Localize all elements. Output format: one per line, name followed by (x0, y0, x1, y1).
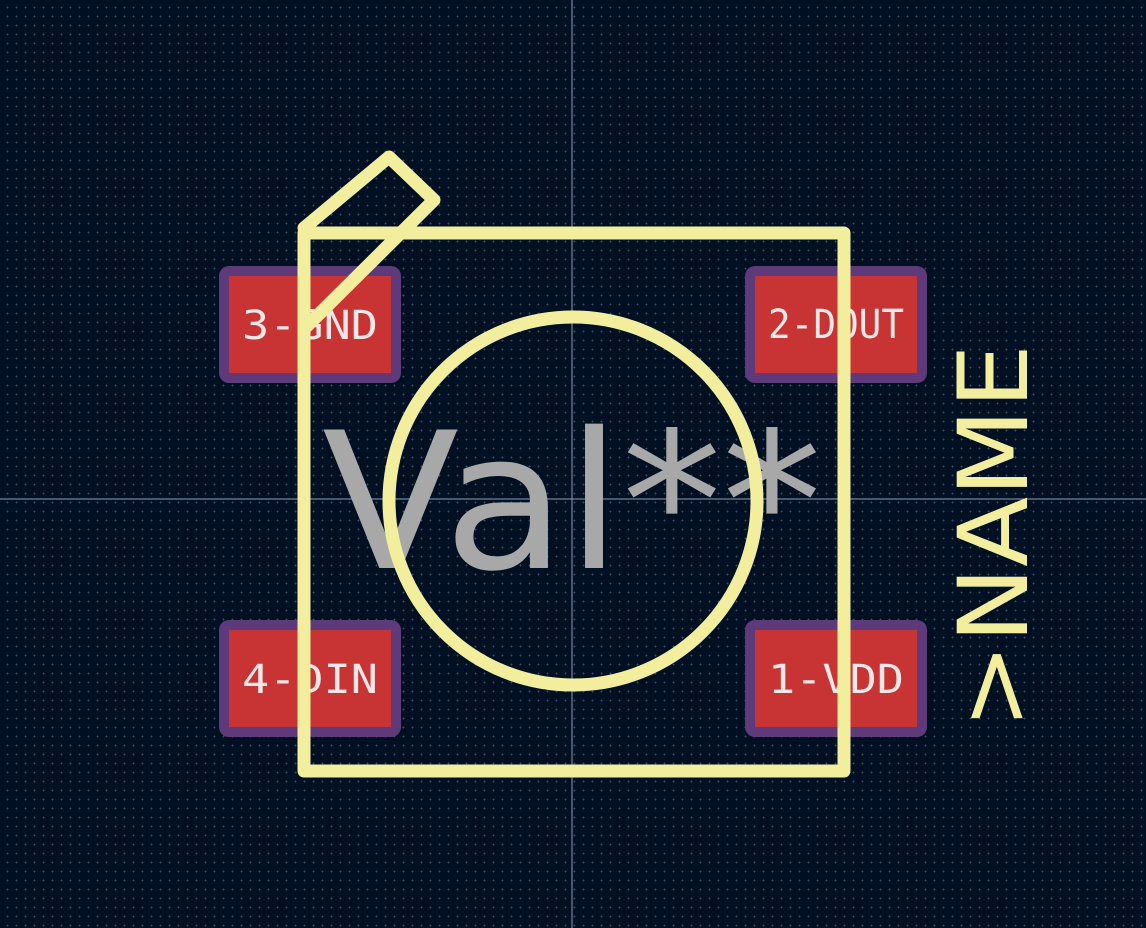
pad-label: 1-VDD (768, 657, 904, 703)
pad-1[interactable]: 1-VDD (745, 620, 927, 737)
silkscreen-led-circle (382, 310, 764, 692)
silkscreen-outline[interactable] (297, 150, 851, 778)
pad-label: 2-DOUT (768, 302, 904, 348)
silkscreen-pin1-marker (297, 150, 441, 334)
pad-copper (755, 276, 917, 373)
silkscreen-body-rect (297, 226, 851, 778)
pad-copper (755, 630, 917, 727)
pad-2[interactable]: 2-DOUT (745, 266, 927, 383)
footprint-reference-text[interactable]: >NAME (938, 344, 1050, 729)
